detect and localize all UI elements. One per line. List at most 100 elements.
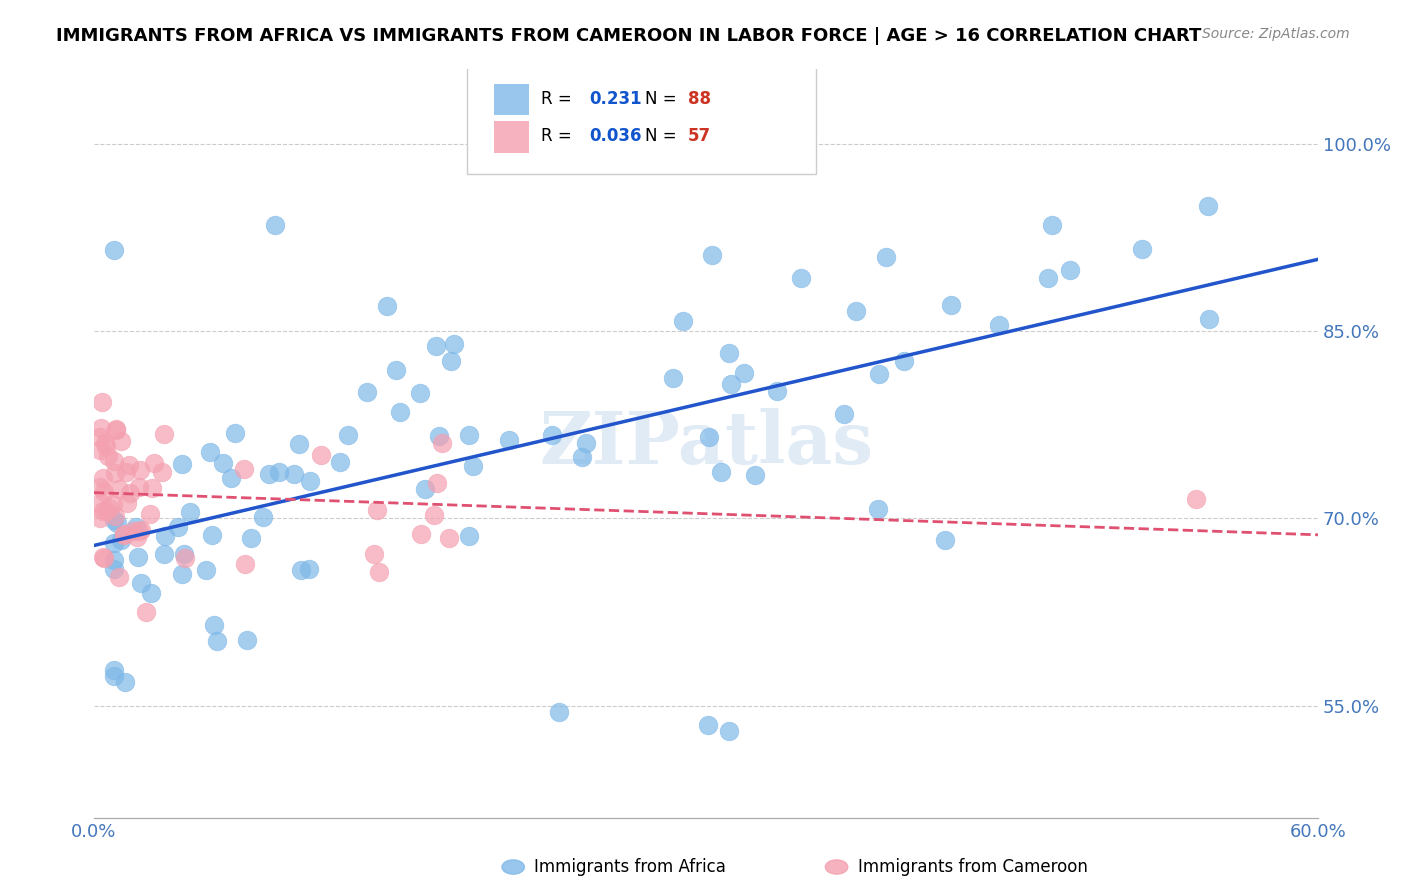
Point <box>875 250 897 264</box>
Point <box>115 496 138 510</box>
Point <box>201 528 224 542</box>
Point <box>1130 242 1153 256</box>
Point <box>540 427 562 442</box>
Text: Immigrants from Africa: Immigrants from Africa <box>534 858 725 876</box>
Text: N =: N = <box>645 127 676 145</box>
Point <box>717 346 740 360</box>
Point <box>110 434 132 448</box>
Point <box>195 563 218 577</box>
Point <box>866 502 889 516</box>
Point <box>98 501 121 516</box>
Point <box>129 523 152 537</box>
Point <box>440 354 463 368</box>
Point <box>198 445 221 459</box>
Point <box>104 423 127 437</box>
Point <box>744 468 766 483</box>
Point <box>263 218 285 232</box>
Point <box>139 586 162 600</box>
Point <box>105 421 128 435</box>
Text: IMMIGRANTS FROM AFRICA VS IMMIGRANTS FROM CAMEROON IN LABOR FORCE | AGE > 16 COR: IMMIGRANTS FROM AFRICA VS IMMIGRANTS FRO… <box>56 27 1202 45</box>
Text: Immigrants from Cameroon: Immigrants from Cameroon <box>858 858 1087 876</box>
Point <box>91 504 114 518</box>
Point <box>115 465 138 479</box>
Point <box>337 428 360 442</box>
Point <box>170 566 193 581</box>
Point <box>236 633 259 648</box>
Point <box>437 531 460 545</box>
Text: Source: ZipAtlas.com: Source: ZipAtlas.com <box>1202 27 1350 41</box>
Point <box>141 481 163 495</box>
Point <box>363 547 385 561</box>
Point <box>103 243 125 257</box>
Point <box>834 407 856 421</box>
Point <box>718 723 741 738</box>
Point <box>139 508 162 522</box>
FancyBboxPatch shape <box>467 65 817 174</box>
Point <box>128 463 150 477</box>
Point <box>129 575 152 590</box>
Text: R =: R = <box>541 127 576 145</box>
Point <box>709 465 731 479</box>
Point <box>135 605 157 619</box>
Point <box>94 436 117 450</box>
Point <box>790 271 813 285</box>
Point <box>298 474 321 488</box>
Point <box>257 467 280 481</box>
Point <box>211 456 233 470</box>
Point <box>103 553 125 567</box>
Point <box>1198 312 1220 326</box>
Point <box>94 504 117 518</box>
Point <box>309 448 332 462</box>
Text: N =: N = <box>645 89 676 108</box>
Point <box>150 465 173 479</box>
Text: 88: 88 <box>688 89 710 108</box>
Point <box>127 549 149 564</box>
Point <box>152 547 174 561</box>
Point <box>103 513 125 527</box>
Point <box>702 248 724 262</box>
Point <box>366 502 388 516</box>
Point <box>288 437 311 451</box>
Point <box>110 533 132 548</box>
Point <box>108 569 131 583</box>
Point <box>893 354 915 368</box>
Point <box>575 435 598 450</box>
Point <box>427 429 450 443</box>
Point <box>368 565 391 579</box>
Point <box>93 484 115 499</box>
Point <box>91 471 114 485</box>
Point <box>239 531 262 545</box>
Point <box>415 482 437 496</box>
Point <box>104 508 127 523</box>
Point <box>547 705 569 719</box>
Point <box>114 675 136 690</box>
Point <box>97 449 120 463</box>
Point <box>170 457 193 471</box>
Point <box>430 435 453 450</box>
Point <box>941 298 963 312</box>
Point <box>174 551 197 566</box>
Point <box>89 480 111 494</box>
Point <box>766 384 789 399</box>
Text: 0.231: 0.231 <box>589 89 643 108</box>
Point <box>699 430 721 444</box>
Point <box>463 459 485 474</box>
Point <box>868 367 890 381</box>
Point <box>845 304 868 318</box>
FancyBboxPatch shape <box>495 121 529 153</box>
Point <box>329 454 352 468</box>
Point <box>167 520 190 534</box>
Point <box>89 496 111 510</box>
Point <box>1059 263 1081 277</box>
Point <box>89 510 111 524</box>
Point <box>1036 271 1059 285</box>
Point <box>104 467 127 481</box>
Point <box>94 438 117 452</box>
Point <box>388 405 411 419</box>
Point <box>443 337 465 351</box>
Text: 0.036: 0.036 <box>589 127 643 145</box>
Point <box>409 526 432 541</box>
Point <box>108 482 131 496</box>
Point <box>1197 199 1219 213</box>
Point <box>267 465 290 479</box>
